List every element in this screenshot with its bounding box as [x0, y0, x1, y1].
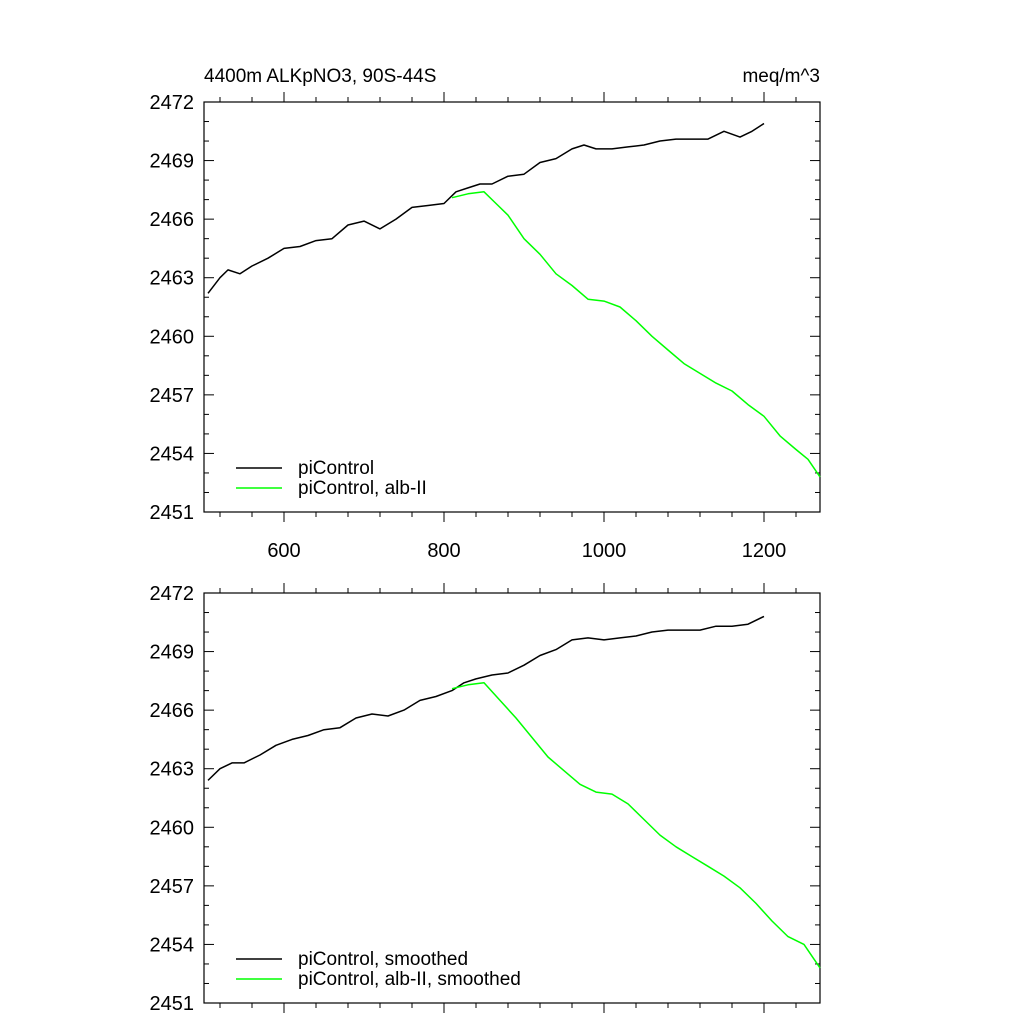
top-panel: 4400m ALKpNO3, 90S-44S meq/m^3 245124542…: [150, 66, 821, 562]
y-tick-label: 2451: [150, 993, 195, 1015]
x-tick-label: 800: [427, 540, 460, 562]
y-tick-label: 2466: [150, 700, 195, 722]
plot-area: 2451 2454 2457 2460 2463 2466 2469 2472 600 800 10…: [150, 92, 821, 562]
y-tick-label: 2469: [150, 151, 195, 173]
chart-title: 4400m ALKpNO3, 90S-44S: [204, 66, 436, 87]
y-tick-label: 2457: [150, 385, 195, 407]
y-tick-label: 2460: [150, 326, 195, 348]
y-tick-label: 2466: [150, 209, 195, 231]
y-tick-label: 2463: [150, 759, 195, 781]
series-line-alb-ii: [451, 191, 821, 478]
legend-label: piControl, alb-II: [298, 478, 427, 499]
y-tick-label: 2472: [150, 583, 195, 605]
units-label: meq/m^3: [742, 66, 820, 87]
plot-area: 2451 2454 2457 2460 2463 2466 2469 2472 piContro…: [150, 583, 821, 1015]
y-tick-label: 2457: [150, 876, 195, 898]
plot-frame: [203, 592, 821, 1004]
legend-label: piControl, alb-II, smoothed: [298, 969, 521, 990]
plot-frame: [203, 101, 821, 513]
y-tick-label: 2472: [150, 92, 195, 114]
x-tick-label: 600: [267, 540, 300, 562]
series-line-control: [207, 615, 765, 781]
y-tick-label: 2454: [150, 934, 195, 956]
y-tick-label: 2460: [150, 817, 195, 839]
series-line-control: [207, 122, 765, 294]
x-tick-label: 1000: [582, 540, 627, 562]
legend-label: piControl, smoothed: [298, 949, 468, 970]
series-line-alb-ii: [451, 682, 821, 969]
y-tick-label: 2469: [150, 642, 195, 664]
x-tick-label: 1200: [742, 540, 787, 562]
y-tick-label: 2463: [150, 268, 195, 290]
bottom-panel: 2451 2454 2457 2460 2463 2466 2469 2472 piContro…: [150, 583, 821, 1015]
y-tick-label: 2451: [150, 502, 195, 524]
y-tick-label: 2454: [150, 443, 195, 465]
legend-label: piControl: [298, 458, 374, 479]
